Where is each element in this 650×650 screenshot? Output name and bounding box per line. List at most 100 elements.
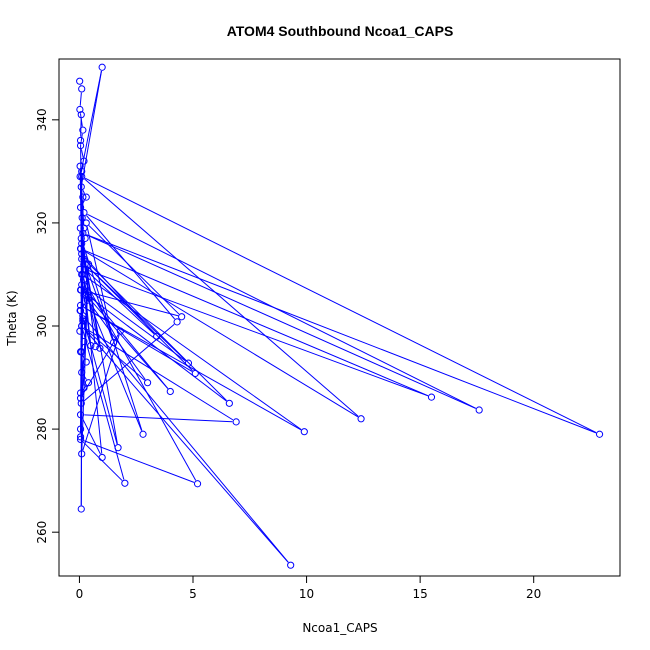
series-segment bbox=[82, 334, 119, 396]
data-point bbox=[83, 296, 91, 304]
data-point bbox=[76, 141, 85, 150]
series-segment bbox=[86, 234, 476, 409]
data-point bbox=[84, 379, 93, 387]
data-point bbox=[427, 393, 436, 401]
series-segment bbox=[88, 270, 429, 397]
series-segment bbox=[84, 290, 179, 317]
data-point bbox=[121, 479, 129, 487]
data-point bbox=[98, 63, 106, 71]
series-segment bbox=[86, 215, 176, 320]
series-segment bbox=[87, 271, 155, 335]
data-point bbox=[153, 332, 161, 340]
series-layer bbox=[76, 63, 604, 569]
data-point bbox=[78, 322, 86, 330]
series-segment bbox=[84, 327, 234, 421]
data-point bbox=[87, 341, 95, 350]
data-point bbox=[80, 291, 88, 299]
data-point bbox=[178, 313, 186, 321]
series-segment bbox=[80, 144, 83, 271]
data-point bbox=[80, 157, 88, 165]
series-segment bbox=[86, 261, 227, 402]
data-point bbox=[232, 418, 240, 426]
data-point bbox=[82, 291, 90, 299]
series-segment bbox=[81, 417, 101, 455]
data-point bbox=[84, 260, 93, 268]
y-axis: 260 280 300 320 340 bbox=[35, 108, 60, 544]
y-axis-label: Theta (K) bbox=[5, 290, 19, 346]
series-segment bbox=[82, 441, 123, 481]
data-point bbox=[76, 136, 85, 145]
data-point bbox=[76, 327, 84, 335]
data-point bbox=[139, 430, 147, 438]
x-axis: 0 5 10 15 20 bbox=[76, 575, 541, 601]
data-point bbox=[78, 85, 86, 93]
data-point bbox=[76, 433, 85, 441]
series-0 bbox=[76, 63, 604, 569]
data-point bbox=[81, 260, 89, 268]
data-point bbox=[78, 450, 86, 458]
series-segment bbox=[84, 178, 359, 417]
series-segment bbox=[80, 70, 102, 173]
series-segment bbox=[85, 276, 302, 430]
data-point bbox=[78, 270, 86, 279]
y-tick-label: 280 bbox=[35, 418, 49, 441]
series-segment bbox=[87, 298, 143, 431]
series-segment bbox=[87, 213, 477, 409]
data-point bbox=[78, 348, 86, 356]
y-tick-label: 340 bbox=[35, 108, 49, 131]
data-point bbox=[79, 193, 87, 201]
data-point bbox=[475, 406, 483, 414]
data-point bbox=[78, 214, 86, 222]
series-segment bbox=[88, 297, 169, 389]
series-segment bbox=[88, 225, 180, 315]
series-segment bbox=[86, 234, 597, 434]
data-point bbox=[98, 453, 106, 462]
data-point bbox=[116, 327, 124, 335]
data-point bbox=[173, 318, 181, 326]
data-point bbox=[79, 315, 87, 323]
data-point bbox=[80, 337, 88, 346]
data-point bbox=[91, 343, 99, 351]
x-tick-label: 5 bbox=[189, 587, 197, 601]
data-point bbox=[79, 317, 87, 325]
data-point bbox=[77, 111, 85, 119]
x-tick-label: 15 bbox=[412, 587, 427, 601]
y-tick-label: 320 bbox=[35, 211, 49, 234]
series-segment bbox=[80, 149, 84, 158]
series-segment bbox=[83, 440, 195, 483]
data-point bbox=[80, 209, 88, 217]
y-tick-label: 300 bbox=[35, 315, 49, 338]
series-segment bbox=[84, 318, 289, 563]
series-segment bbox=[83, 250, 359, 418]
data-point bbox=[76, 203, 85, 212]
data-point bbox=[76, 411, 85, 419]
series-segment bbox=[85, 282, 197, 481]
series-segment bbox=[83, 291, 227, 402]
data-point bbox=[78, 167, 86, 175]
data-point bbox=[191, 369, 199, 378]
data-point bbox=[76, 245, 85, 253]
data-point bbox=[77, 505, 85, 513]
data-point bbox=[300, 428, 308, 436]
data-point bbox=[595, 430, 604, 438]
data-point bbox=[184, 359, 193, 367]
data-point bbox=[77, 399, 85, 407]
data-point bbox=[77, 234, 85, 242]
series-segment bbox=[81, 241, 143, 431]
data-point bbox=[76, 77, 84, 85]
data-point bbox=[78, 172, 86, 181]
data-point bbox=[80, 224, 88, 232]
series-segment bbox=[84, 286, 186, 362]
series-segment bbox=[84, 414, 233, 423]
data-point bbox=[225, 399, 233, 407]
data-point bbox=[76, 389, 85, 397]
data-point bbox=[76, 394, 85, 402]
chart-title: ATOM4 Southbound Ncoa1_CAPS bbox=[227, 23, 454, 39]
data-point bbox=[76, 435, 85, 444]
data-point bbox=[287, 561, 295, 569]
data-point bbox=[76, 425, 85, 433]
data-point bbox=[96, 344, 104, 352]
series-segment bbox=[84, 328, 146, 381]
data-point bbox=[78, 255, 86, 263]
series-segment bbox=[82, 190, 86, 194]
